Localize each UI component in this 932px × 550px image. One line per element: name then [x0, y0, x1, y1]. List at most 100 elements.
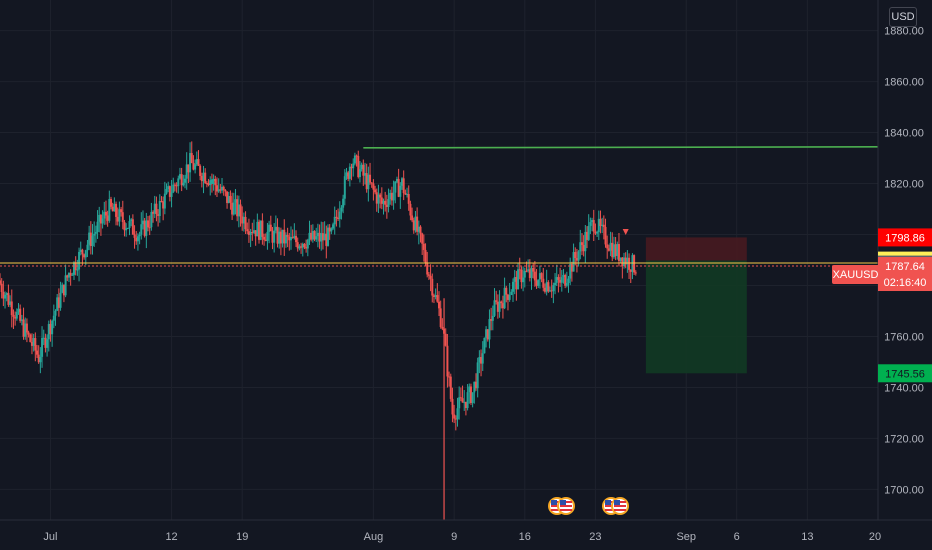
candle-body [520, 269, 523, 283]
candle-body [47, 323, 50, 340]
candle-body [560, 277, 563, 283]
candle-body [523, 270, 526, 278]
us-flag-event-icon[interactable] [611, 497, 629, 515]
candle-body [296, 242, 299, 249]
candle-body [604, 226, 607, 245]
candle-body [577, 251, 580, 261]
candle-body [471, 392, 474, 403]
candle-body [451, 398, 454, 415]
candle-body [619, 257, 622, 261]
candle-body [99, 214, 102, 224]
candle-body [212, 178, 215, 182]
candle-body [131, 219, 134, 235]
take-profit-zone[interactable] [645, 260, 747, 374]
flag-stripe [560, 509, 572, 511]
candle-body [517, 269, 520, 290]
candle-body [192, 162, 195, 170]
candle-body [422, 243, 425, 250]
currency-button[interactable]: USD [889, 7, 917, 27]
candle-body [606, 244, 609, 249]
time-tick-label: Jul [43, 531, 57, 543]
candle-body [37, 354, 40, 363]
candle-body [394, 181, 397, 193]
candle-body [547, 282, 550, 292]
candle-body [498, 301, 501, 312]
candle-body [71, 274, 74, 276]
candle-body [69, 272, 72, 276]
symbol-label: XAUUSD [832, 265, 879, 284]
candle-body [202, 172, 205, 182]
candle-body [362, 164, 365, 176]
candle-body [29, 334, 32, 342]
candle-body [141, 220, 144, 225]
candle-body [303, 243, 306, 248]
candle-body [219, 189, 222, 191]
candle-body [12, 315, 15, 317]
countdown-label: 02:16:40 [884, 277, 927, 289]
candle-body [533, 271, 536, 281]
candle-body [283, 229, 286, 244]
candle-body [264, 239, 267, 241]
event-icons[interactable] [548, 497, 629, 515]
candle-body [586, 231, 589, 240]
stop-loss-zone[interactable] [645, 237, 747, 261]
flag-stripe [560, 505, 572, 507]
candle-body [136, 236, 139, 242]
candle-body [374, 189, 377, 193]
candle-body [633, 255, 636, 273]
candle-body [293, 235, 296, 239]
candle-body [239, 204, 242, 217]
candle-body [236, 199, 239, 217]
candle-body [291, 237, 294, 239]
candle-body [81, 249, 84, 255]
candle-body [274, 226, 277, 231]
time-tick-label: 23 [589, 531, 601, 543]
candle-body [522, 277, 525, 283]
candle-body [454, 418, 457, 420]
candle-body [434, 295, 437, 297]
candle-body [416, 216, 419, 232]
candle-body [326, 227, 329, 246]
candle-body [549, 290, 552, 292]
candle-body [345, 172, 348, 177]
candle-body [158, 201, 161, 217]
candle-body [389, 192, 392, 200]
candle-body [300, 246, 303, 248]
candle-body [52, 315, 55, 321]
candle-body [242, 216, 245, 224]
candle-body [427, 274, 430, 276]
candle-body [592, 220, 595, 232]
candle-body [340, 207, 343, 212]
candle-body [111, 206, 114, 212]
candle-body [249, 232, 252, 235]
candle-body [500, 301, 503, 304]
us-flag-event-icon[interactable] [557, 497, 575, 515]
candle-body [258, 221, 261, 240]
candle-body [46, 339, 49, 348]
candle-body [438, 301, 440, 309]
time-axis[interactable]: Jul 12 19 Aug 9 16 23 Sep 6 13 20 [0, 519, 932, 550]
candle-body [342, 198, 345, 208]
candle-body [382, 200, 385, 204]
candle-body [599, 218, 602, 227]
price-tick-label: 1740.00 [884, 382, 924, 394]
position-zones[interactable] [645, 237, 747, 374]
candle-body [518, 269, 521, 271]
candle-body [611, 242, 614, 258]
candle-body [9, 301, 12, 305]
candle-body [478, 357, 481, 363]
candle-body [182, 182, 185, 186]
candle-body [495, 300, 498, 302]
candle-body [36, 350, 39, 355]
candle-body [94, 231, 97, 234]
candle-body [64, 275, 67, 296]
candle-body [51, 320, 54, 335]
candle-body [295, 235, 298, 243]
candle-body [98, 214, 101, 222]
candle-body [436, 295, 439, 302]
candle-body [525, 270, 528, 272]
candle-body [554, 282, 557, 286]
candle-body [175, 185, 178, 187]
candle-body [178, 174, 181, 179]
